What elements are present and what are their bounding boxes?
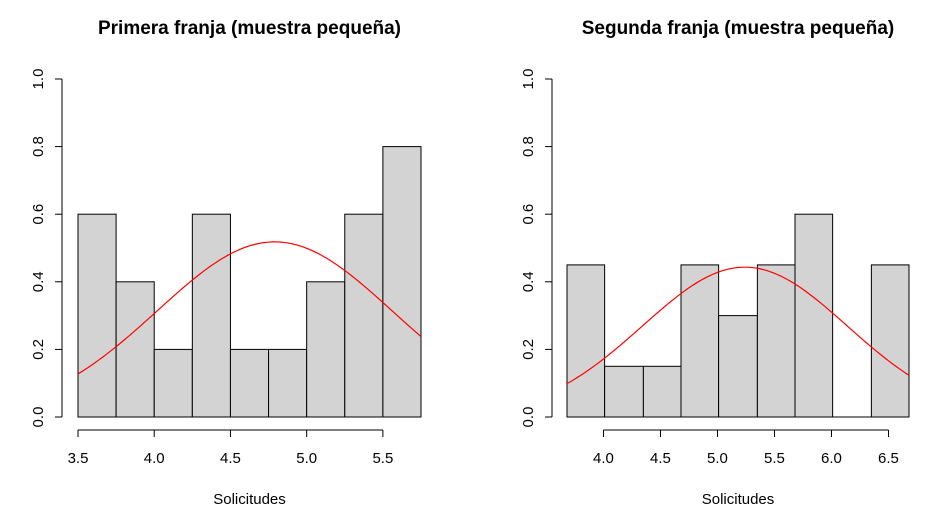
histogram-bar [382,146,422,418]
histogram-bar [344,213,384,418]
histogram-panel-2: Segunda franja (muestra pequeña) Solicit… [520,18,910,508]
histogram-bar [268,348,308,418]
histogram-bar [153,348,193,418]
chart-title: Primera franja (muestra pequeña) [98,18,401,39]
histogram-bar [680,264,720,418]
y-tick-label: 0.2 [30,339,47,360]
histogram-bar [718,315,758,418]
x-axis: 3.5 4.0 4.5 5.0 5.5 [68,429,393,467]
histogram-bar [306,281,346,418]
chart-title: Segunda franja (muestra pequeña) [582,18,895,39]
histogram-bar [191,213,231,418]
histogram-bar [604,365,644,418]
x-axis-label: Solicitudes [213,491,286,508]
histogram-panel-1: Primera franja (muestra pequeña) Solicit… [30,18,422,508]
histogram-bar [115,281,155,418]
x-tick-label: 5.5 [764,450,785,467]
bars [566,213,910,418]
y-tick-label: 0.8 [30,136,47,157]
y-tick-label: 0.2 [520,339,537,360]
y-tick-label: 0.4 [520,271,537,292]
x-tick-label: 3.5 [68,450,89,467]
histogram-bar [870,264,910,418]
y-tick-label: 0.6 [520,204,537,225]
y-tick-label: 1.0 [520,69,537,90]
x-tick-label: 5.5 [372,450,393,467]
x-axis-label: Solicitudes [702,491,775,508]
x-tick-label: 4.5 [220,450,241,467]
y-tick-label: 0.0 [30,407,47,428]
density-curve [77,241,422,375]
histogram-bar [642,365,682,418]
histogram-bar [566,264,606,418]
y-tick-label: 0.4 [30,271,47,292]
y-tick-label: 0.0 [520,407,537,428]
x-axis: 4.0 4.5 5.0 5.5 6.0 6.5 [593,429,899,467]
x-tick-label: 4.5 [650,450,671,467]
density-curve [566,266,910,385]
y-axis: 0.0 0.2 0.4 0.6 0.8 1.0 [520,69,553,428]
histogram-bar [756,264,796,418]
y-tick-label: 0.8 [520,136,537,157]
bars [77,146,422,418]
x-tick-label: 4.0 [144,450,165,467]
x-tick-label: 5.0 [707,450,728,467]
x-tick-label: 6.5 [878,450,899,467]
histogram-bar [229,348,270,418]
x-tick-label: 5.0 [296,450,317,467]
y-tick-label: 0.6 [30,204,47,225]
histogram-bar [794,213,834,418]
x-tick-label: 6.0 [821,450,842,467]
y-tick-label: 1.0 [30,69,47,90]
histogram-bar [77,213,117,418]
x-tick-label: 4.0 [593,450,614,467]
y-axis: 0.0 0.2 0.4 0.6 0.8 1.0 [30,69,63,428]
